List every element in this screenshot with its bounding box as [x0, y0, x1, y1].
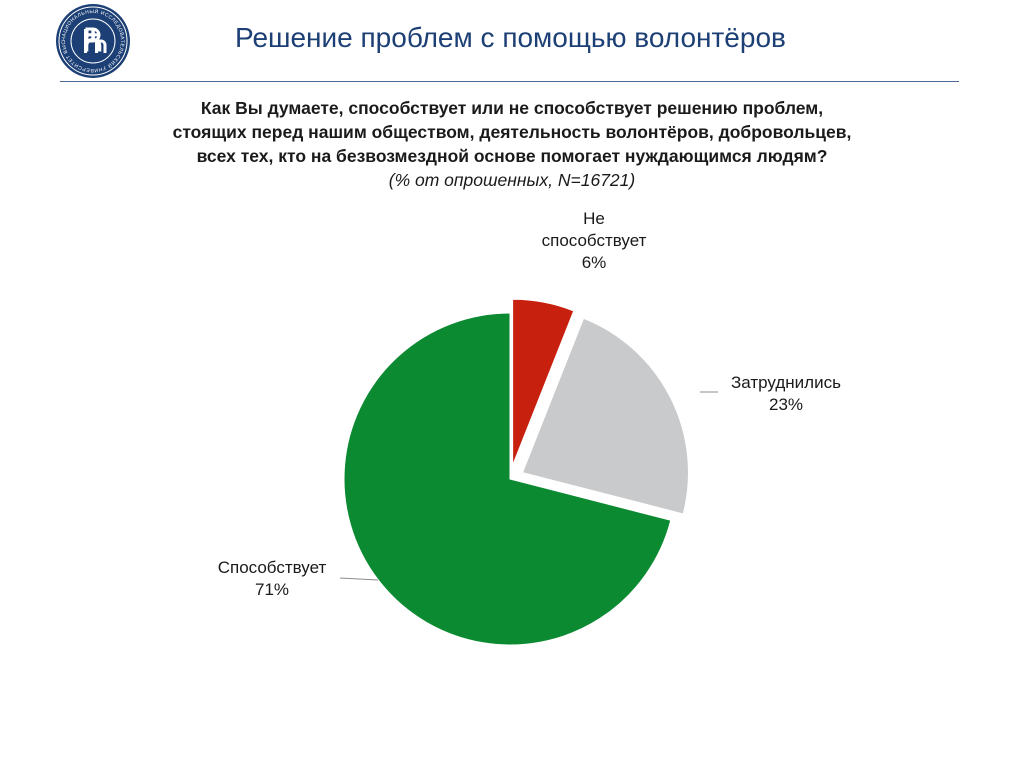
question-line: всех тех, кто на безвозмездной основе по…: [196, 146, 828, 166]
question-subtitle: (% от опрошенных, N=16721): [388, 170, 636, 190]
slice-label-line: 23%: [769, 395, 803, 414]
slice-label-line: Не: [583, 209, 605, 228]
slice-label-line: Способствует: [218, 558, 327, 577]
hse-logo: НАЦИОНАЛЬНЫЙ ИССЛЕДОВАТЕЛЬСКИЙ УНИВЕРСИТ…: [52, 0, 131, 79]
slice-label-line: Затруднились: [731, 373, 841, 392]
pie-slice: [521, 317, 689, 515]
slice-label: Не способствует 6%: [542, 209, 647, 272]
label-leader-line: [339, 577, 379, 581]
slice-label-line: способствует: [542, 231, 647, 250]
question-line: Как Вы думаете, способствует или не спос…: [200, 98, 824, 118]
slice-labels: Не способствует 6% Затруднились 23% Способств…: [218, 209, 841, 599]
slice-label: Затруднились 23%: [731, 373, 841, 414]
pie-slices: [343, 298, 689, 646]
pie-slice: [512, 298, 575, 466]
question-line: стоящих перед нашим обществом, деятельно…: [172, 122, 852, 142]
title-divider: [60, 81, 959, 82]
page-title: Решение проблем с помощью волонтёров: [235, 22, 786, 53]
slice-label-line: 6%: [582, 253, 607, 272]
label-leaders: [339, 391, 718, 581]
hse-university-seal-icon: НАЦИОНАЛЬНЫЙ ИССЛЕДОВАТЕЛЬСКИЙ УНИВЕРСИТ…: [52, 0, 130, 78]
slice-label: Способствует 71%: [218, 558, 327, 599]
slice-label-line: 71%: [255, 580, 289, 599]
pie-slice: [343, 312, 672, 646]
survey-question: Как Вы думаете, способствует или не спос…: [60, 96, 964, 192]
